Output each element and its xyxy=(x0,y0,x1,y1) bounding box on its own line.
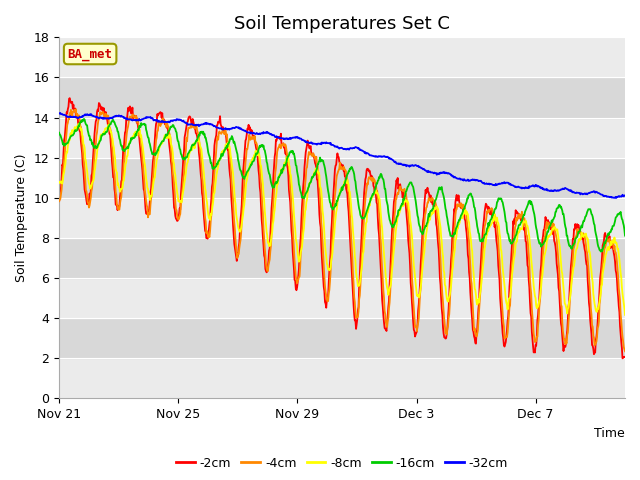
Line: -4cm: -4cm xyxy=(59,109,625,351)
Bar xyxy=(59,198,625,238)
-32cm xyxy=(528,183,536,189)
-16cm xyxy=(621,233,629,239)
-32cm xyxy=(56,110,64,116)
-4cm xyxy=(621,348,629,354)
Bar xyxy=(59,358,625,398)
Bar xyxy=(59,318,625,358)
-8cm xyxy=(319,213,327,218)
-8cm xyxy=(75,121,83,127)
Line: -8cm: -8cm xyxy=(59,124,625,315)
-8cm xyxy=(621,312,629,318)
Y-axis label: Soil Temperature (C): Soil Temperature (C) xyxy=(15,154,28,282)
-32cm xyxy=(621,192,629,198)
-4cm xyxy=(528,305,536,311)
Bar xyxy=(59,278,625,318)
-16cm xyxy=(412,203,420,209)
-16cm xyxy=(55,130,63,135)
-32cm xyxy=(391,159,399,165)
-32cm xyxy=(612,195,620,201)
-16cm xyxy=(254,149,262,155)
-8cm xyxy=(412,287,420,293)
-16cm xyxy=(319,158,327,164)
-2cm xyxy=(254,159,262,165)
-2cm xyxy=(412,330,420,336)
-32cm xyxy=(319,140,327,145)
-16cm xyxy=(391,222,399,228)
-4cm xyxy=(72,107,80,112)
-32cm xyxy=(55,111,63,117)
Line: -16cm: -16cm xyxy=(59,119,625,252)
-2cm xyxy=(66,96,74,101)
-4cm xyxy=(254,147,262,153)
-16cm xyxy=(528,201,536,207)
-2cm xyxy=(528,329,536,335)
-8cm xyxy=(177,198,184,204)
-4cm xyxy=(55,198,63,204)
-4cm xyxy=(319,252,327,257)
X-axis label: Time: Time xyxy=(595,427,625,440)
-16cm xyxy=(597,249,605,254)
Legend: -2cm, -4cm, -8cm, -16cm, -32cm: -2cm, -4cm, -8cm, -16cm, -32cm xyxy=(171,452,513,475)
-2cm xyxy=(391,196,399,202)
-8cm xyxy=(528,263,536,268)
Bar xyxy=(59,158,625,198)
Bar xyxy=(59,118,625,158)
-8cm xyxy=(55,180,63,186)
-2cm xyxy=(177,207,184,213)
-16cm xyxy=(80,116,88,122)
-8cm xyxy=(254,149,262,155)
-2cm xyxy=(319,276,327,282)
Title: Soil Temperatures Set C: Soil Temperatures Set C xyxy=(234,15,450,33)
Bar xyxy=(59,77,625,118)
Line: -32cm: -32cm xyxy=(59,113,625,198)
-2cm xyxy=(619,356,627,361)
Bar xyxy=(59,37,625,77)
-4cm xyxy=(412,324,420,330)
-32cm xyxy=(412,163,420,168)
-32cm xyxy=(254,131,262,137)
-16cm xyxy=(177,147,184,153)
-4cm xyxy=(177,211,184,217)
-2cm xyxy=(55,199,63,204)
-4cm xyxy=(391,213,399,218)
Line: -2cm: -2cm xyxy=(59,98,625,359)
-2cm xyxy=(621,354,629,360)
Bar xyxy=(59,238,625,278)
-32cm xyxy=(177,117,184,123)
-8cm xyxy=(391,240,399,246)
Text: BA_met: BA_met xyxy=(68,48,113,60)
